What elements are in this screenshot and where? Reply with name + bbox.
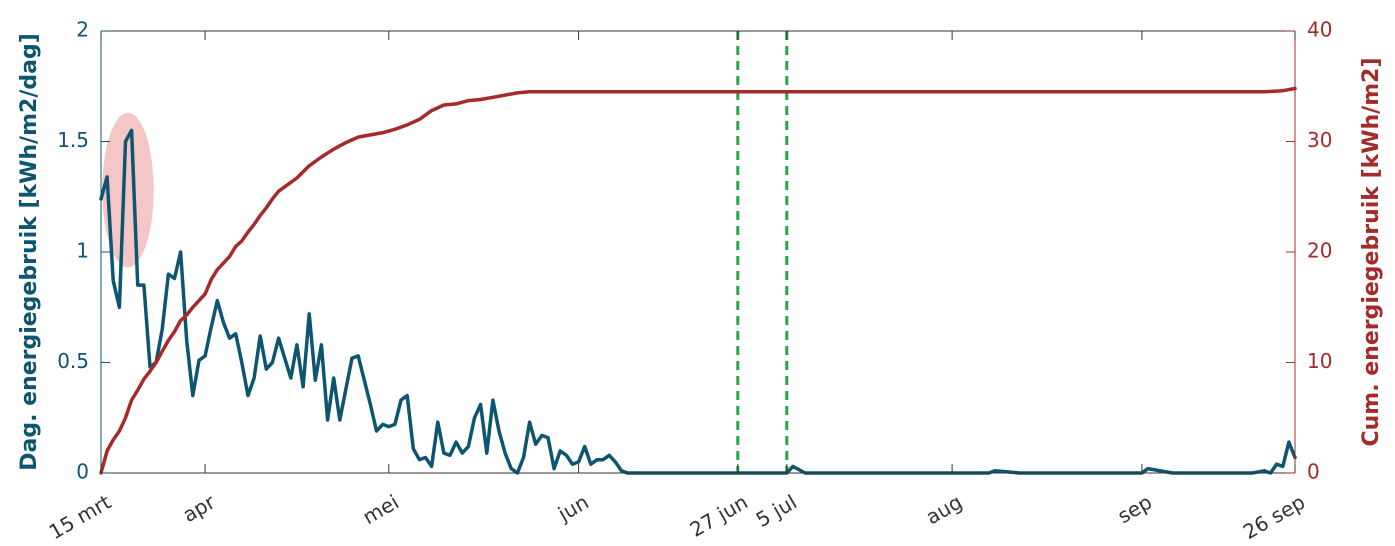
marker-layer: [736, 31, 789, 473]
series-line-right: [99, 86, 1297, 475]
y-tick-label-right: 10: [1307, 349, 1332, 373]
y-tick-label-left: 0: [76, 460, 89, 484]
x-tick-label: jun: [553, 490, 593, 527]
highlight-layer: [102, 112, 154, 268]
series-layer: [99, 86, 1297, 475]
x-tick-label: aug: [922, 490, 967, 530]
y-axis-label-left: Dag. energiegebruik [kWh/m2/dag]: [17, 33, 42, 471]
x-tick-label: 27 jun: [686, 490, 752, 542]
y-tick-label-left: 1.5: [57, 128, 89, 152]
x-tick-label: 5 jul: [752, 490, 801, 532]
x-tick-label: 26 sep: [1239, 490, 1309, 544]
y-tick-label-left: 1: [76, 239, 89, 263]
series-line-left: [99, 128, 1297, 475]
y-tick-label-right: 30: [1307, 128, 1332, 152]
x-tick-label: 15 mrt: [45, 490, 115, 545]
y-tick-label-left: 0.5: [57, 349, 89, 373]
x-tick-label: sep: [1113, 490, 1156, 528]
y-axis-label-right: Cum. energiegebruik [kWh/m2]: [1359, 57, 1384, 446]
y-tick-label-right: 20: [1307, 239, 1332, 263]
x-tick-label: apr: [178, 489, 219, 527]
y-tick-label-right: 0: [1307, 460, 1320, 484]
y-tick-label-left: 2: [76, 18, 89, 42]
axes-layer: [100, 30, 1296, 474]
x-tick-label: mei: [359, 490, 403, 529]
y-tick-label-right: 40: [1307, 18, 1332, 42]
highlight-ellipse: [102, 112, 154, 268]
